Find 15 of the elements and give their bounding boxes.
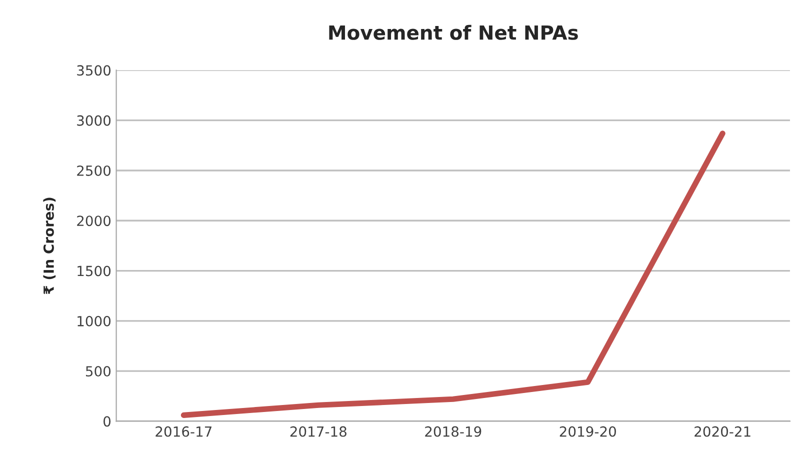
y-tick-label: 2500	[77, 165, 111, 176]
x-tick-label: 2018-19	[425, 426, 482, 437]
y-tick-label: 1500	[78, 266, 111, 276]
x-tick-label: 2016-17	[156, 426, 212, 437]
x-tick-label: 2019-20	[560, 426, 616, 437]
x-tick-label: 2017-18	[290, 426, 346, 437]
y-tick-label: 3000	[77, 115, 111, 126]
y-tick-label: 0	[104, 416, 111, 427]
x-tick-label: 2020-21	[694, 426, 750, 437]
y-tick-label: 2000	[77, 216, 111, 226]
y-axis-title: ₹ (In Crores)	[43, 198, 56, 294]
y-tick-label: 3500	[77, 65, 111, 76]
y-tick-label: 1000	[78, 316, 111, 326]
chart-title: Movement of Net NPAs	[329, 24, 578, 40]
y-tick-label: 500	[86, 366, 111, 377]
